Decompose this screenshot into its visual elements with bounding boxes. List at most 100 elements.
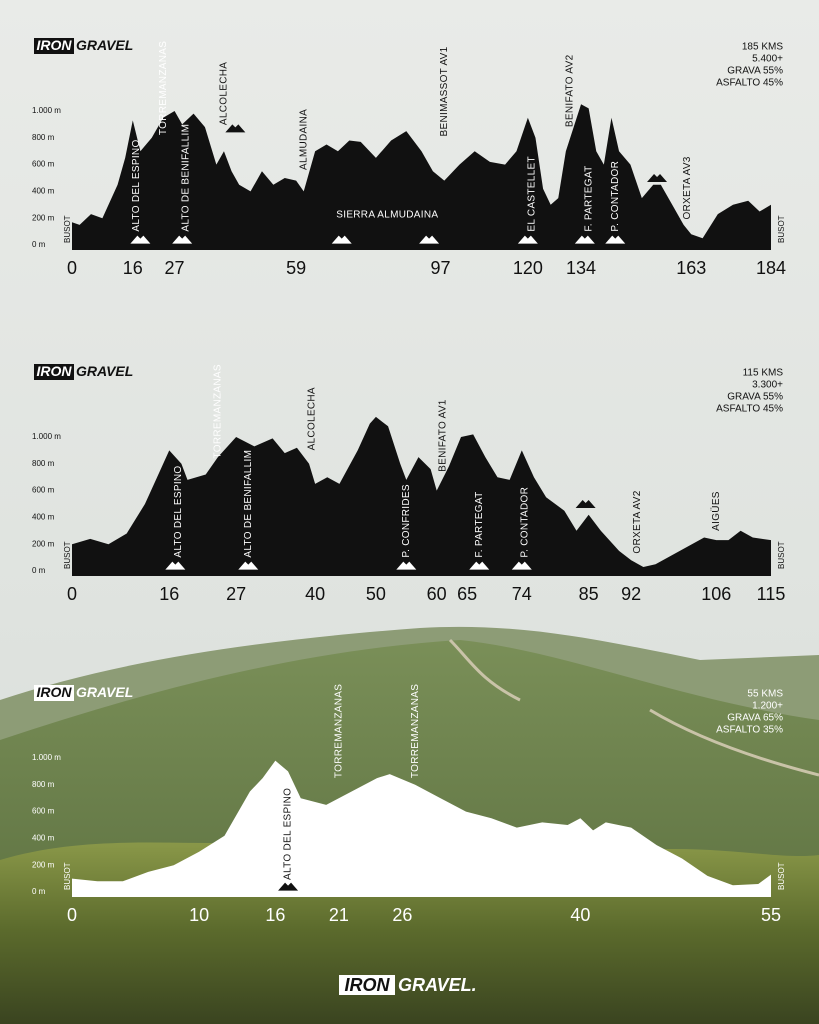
peak-label: ALCOLECHA bbox=[219, 62, 230, 125]
logo-iron: IRON bbox=[37, 684, 73, 700]
elevation-area bbox=[72, 416, 771, 576]
peak-label: TORREMANZANAS bbox=[158, 41, 169, 135]
peak-label: ALTO DE BENIFALLIM bbox=[181, 124, 192, 232]
logo-iron: IRON bbox=[37, 363, 73, 379]
y-tick-label: 400 m bbox=[32, 834, 55, 843]
stat: 1.200+ bbox=[752, 701, 783, 712]
stat: ASFALTO 45% bbox=[716, 404, 783, 415]
stat: GRAVA 65% bbox=[727, 713, 783, 724]
peak-icon bbox=[517, 235, 538, 244]
elevation-area bbox=[72, 104, 771, 250]
x-tick-label: 115 bbox=[757, 584, 786, 604]
y-tick-label: 400 m bbox=[32, 513, 55, 522]
caption: SIERRA ALMUDAINA bbox=[336, 210, 438, 221]
logo-iron: IRON bbox=[345, 975, 391, 995]
peak-label: ORXETA AV2 bbox=[632, 490, 643, 553]
logo-box bbox=[339, 975, 395, 995]
peak-label: ALTO DEL ESPINO bbox=[283, 788, 294, 880]
y-tick-label: 600 m bbox=[32, 807, 55, 816]
x-tick-label: 16 bbox=[265, 905, 285, 925]
x-tick-label: 134 bbox=[566, 258, 596, 278]
peak-label: ALCOLECHA bbox=[307, 387, 318, 450]
x-tick-label: 40 bbox=[305, 584, 325, 604]
peak-label: TORREMANZANAS bbox=[334, 684, 345, 778]
x-tick-label: 16 bbox=[123, 258, 143, 278]
y-tick-label: 800 m bbox=[32, 133, 55, 142]
elevation-area bbox=[72, 760, 771, 897]
peak-label: ALTO DEL ESPINO bbox=[131, 139, 142, 231]
x-tick-label: 0 bbox=[67, 905, 77, 925]
y-tick-label: 1.000 m bbox=[32, 432, 61, 441]
peak-icon bbox=[647, 174, 668, 182]
end-label: BUSOT bbox=[777, 862, 786, 890]
x-tick-label: 60 bbox=[427, 584, 447, 604]
peak-icon bbox=[331, 235, 352, 244]
stat: ASFALTO 45% bbox=[716, 78, 783, 89]
x-tick-label: 40 bbox=[570, 905, 590, 925]
y-tick-label: 0 m bbox=[32, 566, 46, 575]
stat: 55 KMS bbox=[747, 689, 783, 700]
end-label: BUSOT bbox=[777, 541, 786, 569]
peak-icon bbox=[575, 500, 596, 508]
x-tick-label: 106 bbox=[701, 584, 731, 604]
logo-gravel: GRAVEL bbox=[76, 37, 133, 53]
x-tick-label: 0 bbox=[67, 584, 77, 604]
x-tick-label: 59 bbox=[286, 258, 306, 278]
stat: 5.400+ bbox=[752, 54, 783, 65]
trail bbox=[448, 638, 819, 777]
logo-iron: IRON bbox=[37, 37, 73, 53]
peak-label: ORXETA AV3 bbox=[682, 156, 693, 219]
x-tick-label: 85 bbox=[579, 584, 599, 604]
peak-label: TORREMANZANAS bbox=[213, 364, 224, 458]
logo-gravel: GRAVEL. bbox=[398, 975, 477, 995]
footer-logo: IRON GRAVEL. bbox=[339, 975, 477, 995]
logo-box bbox=[34, 38, 74, 54]
peak-icon bbox=[605, 235, 626, 244]
stat: GRAVA 55% bbox=[727, 392, 783, 403]
x-tick-label: 184 bbox=[756, 258, 786, 278]
peak-icon bbox=[396, 561, 417, 570]
y-tick-label: 1.000 m bbox=[32, 106, 61, 115]
peak-label: F. PARTEGAT bbox=[583, 166, 594, 232]
peak-label: EL CASTELLET bbox=[526, 156, 537, 231]
peak-icon bbox=[165, 561, 186, 570]
peak-icon bbox=[238, 561, 259, 570]
peak-label: BENIFATO AV2 bbox=[564, 54, 575, 127]
y-tick-label: 0 m bbox=[32, 887, 46, 896]
stat: 115 KMS bbox=[743, 368, 784, 379]
logo-box bbox=[34, 685, 74, 701]
stat: 185 KMS bbox=[742, 42, 783, 53]
x-tick-label: 55 bbox=[761, 905, 781, 925]
peak-icon bbox=[419, 235, 440, 244]
start-label: BUSOT bbox=[63, 215, 72, 243]
y-tick-label: 200 m bbox=[32, 213, 55, 222]
peak-label: P. CONTADOR bbox=[610, 161, 621, 232]
peak-icon bbox=[574, 235, 595, 244]
x-tick-label: 27 bbox=[165, 258, 185, 278]
x-tick-label: 65 bbox=[457, 584, 477, 604]
peak-icon bbox=[469, 561, 490, 570]
peak-icon bbox=[172, 235, 193, 244]
stat: 3.300+ bbox=[752, 380, 783, 391]
peak-label: ALTO DE BENIFALLIM bbox=[243, 450, 254, 558]
y-tick-label: 600 m bbox=[32, 160, 55, 169]
stat: GRAVA 55% bbox=[727, 66, 783, 77]
x-tick-label: 50 bbox=[366, 584, 386, 604]
x-tick-label: 120 bbox=[513, 258, 543, 278]
x-tick-label: 21 bbox=[329, 905, 349, 925]
y-tick-label: 200 m bbox=[32, 539, 55, 548]
logo-gravel: GRAVEL bbox=[76, 684, 133, 700]
peak-icon bbox=[130, 235, 151, 244]
peak-label: AIGÜES bbox=[710, 491, 722, 531]
y-tick-label: 200 m bbox=[32, 860, 55, 869]
peak-label: ALMUDAINA bbox=[298, 109, 309, 170]
x-tick-label: 16 bbox=[159, 584, 179, 604]
peak-label: BENIFATO AV1 bbox=[437, 399, 448, 472]
peak-icon bbox=[278, 882, 299, 891]
y-tick-label: 1.000 m bbox=[32, 753, 61, 762]
x-tick-label: 0 bbox=[67, 258, 77, 278]
x-tick-label: 163 bbox=[676, 258, 706, 278]
